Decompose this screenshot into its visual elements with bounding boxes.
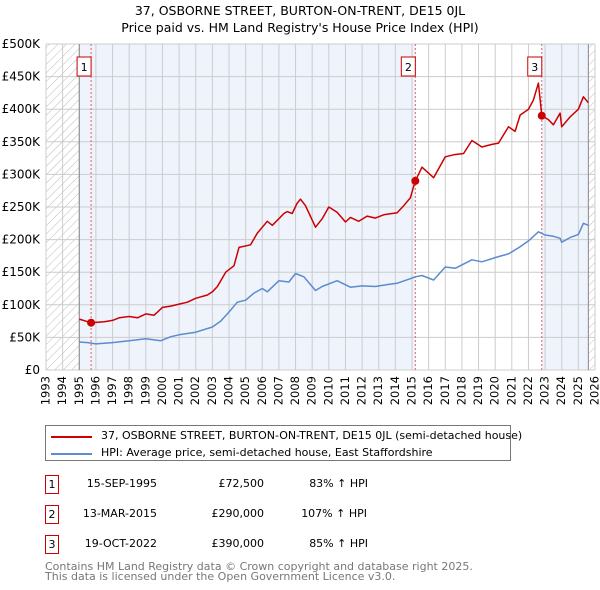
footer-licence: This data is licensed under the Open Gov…: [45, 570, 396, 583]
x-tick-label: 2006: [255, 376, 269, 405]
y-tick-label: £100K: [2, 298, 42, 312]
x-tick-label: 1997: [105, 376, 119, 405]
x-tick-label: 2018: [454, 376, 468, 405]
chart-subtitle: Price paid vs. HM Land Registry's House …: [121, 20, 479, 35]
x-tick-label: 2013: [371, 376, 385, 405]
x-tick-label: 2004: [222, 376, 236, 405]
y-tick-label: £400K: [2, 102, 42, 116]
y-tick-label: £500K: [2, 37, 42, 51]
sale-label: 1: [81, 61, 88, 74]
y-tick-label: £350K: [2, 135, 42, 149]
x-tick-label: 2007: [271, 376, 285, 405]
x-tick-label: 2017: [438, 376, 452, 405]
y-tick-label: £450K: [2, 70, 42, 84]
y-tick-label: £250K: [2, 200, 42, 214]
x-tick-label: 1993: [39, 376, 53, 405]
x-tick-label: 2026: [588, 376, 600, 405]
legend-property-label: 37, OSBORNE STREET, BURTON-ON-TRENT, DE1…: [101, 429, 523, 442]
sale-number-badge: 1: [45, 475, 59, 494]
x-tick-label: 2012: [355, 376, 369, 405]
sale-label: 3: [531, 61, 538, 74]
x-tick-label: 2001: [172, 376, 186, 405]
y-tick-label: £150K: [2, 265, 42, 279]
sale-label-box: [400, 56, 416, 77]
x-tick-label: 2009: [305, 376, 319, 405]
sale-number-badge: 2: [45, 505, 59, 524]
chart-title: 37, OSBORNE STREET, BURTON-ON-TRENT, DE1…: [134, 3, 466, 18]
sale-point: [537, 111, 546, 120]
sale-label-box: [527, 56, 543, 77]
sale-hpi-change: 107% ↑ HPI: [301, 507, 367, 520]
x-tick-label: 2019: [471, 376, 485, 405]
sale-label: 2: [405, 61, 412, 74]
x-tick-label: 2002: [188, 376, 202, 405]
x-tick-label: 2022: [521, 376, 535, 405]
sale-price: £290,000: [211, 507, 265, 520]
x-tick-label: 2003: [205, 376, 219, 405]
legend-hpi-label: HPI: Average price, semi-detached house,…: [101, 446, 433, 459]
x-tick-label: 2025: [571, 376, 585, 405]
sale-price: £390,000: [211, 537, 265, 550]
x-tick-label: 2023: [538, 376, 552, 405]
y-tick-label: £300K: [2, 167, 42, 181]
sale-point: [87, 318, 96, 327]
x-tick-label: 2016: [421, 376, 435, 405]
x-tick-label: 2010: [321, 376, 335, 405]
sale-hpi-change: 85% ↑ HPI: [309, 537, 368, 550]
x-tick-label: 2015: [405, 376, 419, 405]
legend-property-swatch: [51, 436, 92, 438]
sale-hpi-change: 83% ↑ HPI: [309, 477, 368, 490]
sale-label-box: [76, 56, 92, 77]
x-tick-label: 1994: [55, 376, 69, 405]
x-tick-label: 2014: [388, 376, 402, 405]
legend-hpi-swatch: [51, 453, 92, 455]
x-tick-label: 2024: [554, 376, 568, 405]
y-tick-label: £200K: [2, 233, 42, 247]
x-tick-label: 2005: [238, 376, 252, 405]
sale-date: 15-SEP-1995: [86, 477, 157, 490]
sale-date: 19-OCT-2022: [84, 537, 157, 550]
property-price-line: [79, 82, 589, 324]
x-tick-label: 2000: [155, 376, 169, 405]
legend: 37, OSBORNE STREET, BURTON-ON-TRENT, DE1…: [45, 425, 522, 461]
y-tick-label: £50K: [9, 330, 41, 344]
x-tick-label: 1996: [88, 376, 102, 405]
x-tick-label: 1995: [72, 376, 86, 405]
x-tick-label: 2020: [488, 376, 502, 405]
price-chart: 1993 1994 1995 1996 1997 1998 1999 2000 2001 2002…: [2, 37, 600, 405]
sale-point: [411, 176, 420, 185]
x-tick-label: 2011: [338, 376, 352, 405]
x-tick-label: 2021: [504, 376, 518, 405]
sale-price: £72,500: [218, 477, 265, 490]
hpi-line: [79, 222, 589, 345]
footer-copyright: Contains HM Land Registry data © Crown c…: [45, 560, 473, 573]
sale-number-badge: 3: [45, 535, 59, 554]
x-tick-label: 2008: [288, 376, 302, 405]
sale-date: 13-MAR-2015: [82, 507, 157, 520]
x-tick-label: 1998: [122, 376, 136, 405]
x-tick-label: 1999: [138, 376, 152, 405]
y-tick-label: £0: [25, 363, 40, 377]
